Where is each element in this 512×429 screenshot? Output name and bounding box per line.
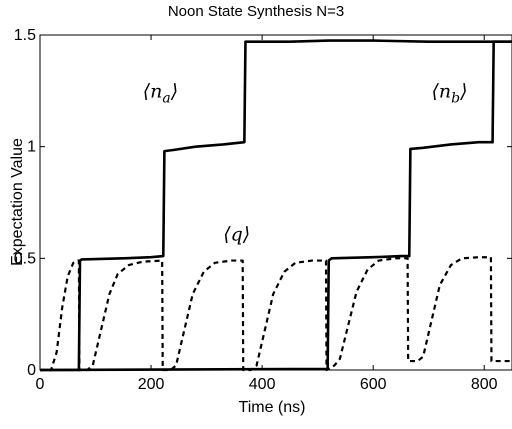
y-tick-label: 0.5 — [14, 250, 36, 267]
annotation-label-1: ⟨na⟩ — [143, 81, 178, 107]
y-tick-label: 1 — [27, 139, 36, 156]
series-line-2 — [39, 40, 512, 372]
x-tick-label: 800 — [471, 376, 498, 393]
series-line-1 — [40, 39, 512, 372]
series-line-3 — [40, 256, 512, 372]
annotation-label-3: ⟨nb⟩ — [431, 81, 467, 107]
x-tick-label: 200 — [138, 376, 165, 393]
chart-title: Noon State Synthesis N=3 — [168, 3, 344, 20]
x-tick-label: 600 — [360, 376, 387, 393]
plot-area: 0 200 400 600 800 0 0.5 1 1.5 ⟨na⟩ ⟨q⟩ ⟨nb⟩ — [14, 27, 512, 393]
x-tick-label: 400 — [249, 376, 276, 393]
y-tick-label: 1.5 — [14, 27, 36, 44]
y-axis-label: Expectation Value — [9, 138, 26, 266]
y-tick-label: 0 — [27, 362, 36, 379]
x-axis-label: Time (ns) — [239, 399, 306, 416]
x-tick-label: 0 — [36, 376, 45, 393]
annotation-label-2: ⟨q⟩ — [223, 223, 250, 245]
